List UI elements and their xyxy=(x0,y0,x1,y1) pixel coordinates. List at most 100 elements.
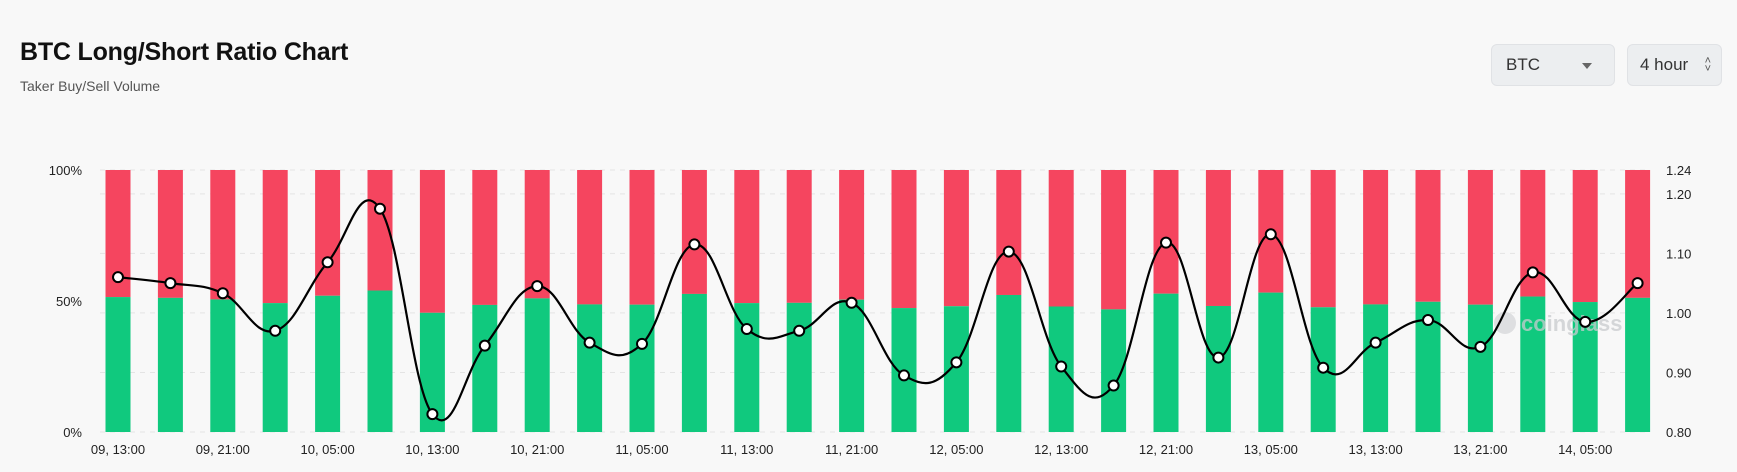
ratio-point xyxy=(112,271,124,284)
short-bar xyxy=(1310,170,1336,308)
page-title: BTC Long/Short Ratio Chart xyxy=(20,38,349,66)
short-bar xyxy=(1101,170,1127,310)
short-bar xyxy=(1467,170,1493,305)
long-bar xyxy=(786,302,812,432)
ratio-line xyxy=(117,199,1639,422)
ratio-point xyxy=(793,324,806,337)
ratio-point xyxy=(321,256,334,269)
x-axis-tick-label: 11, 05:00 xyxy=(615,442,668,457)
x-axis-tick-label: 13, 05:00 xyxy=(1244,442,1298,457)
ratio-point xyxy=(531,280,544,293)
right-y-axis: 0.80 0.90 1.00 1.10 1.20 1.24 xyxy=(1666,163,1691,440)
short-bar xyxy=(472,170,498,305)
short-bar xyxy=(210,170,236,300)
left-axis-tick-label: 50% xyxy=(56,294,82,309)
symbol-select[interactable]: BTC xyxy=(1491,44,1615,86)
ratio-point xyxy=(1422,314,1434,327)
ratio-point xyxy=(1579,315,1592,328)
short-bar xyxy=(157,170,183,298)
short-bar xyxy=(315,170,341,296)
chart-ratio-line xyxy=(117,199,1639,422)
x-axis-tick-label: 12, 05:00 xyxy=(929,442,983,457)
right-axis-tick-label: 1.10 xyxy=(1666,246,1691,261)
symbol-select-value: BTC xyxy=(1506,55,1540,74)
long-bar xyxy=(1467,304,1493,432)
chevron-down-icon xyxy=(1582,63,1592,69)
long-bar xyxy=(839,299,865,432)
ratio-point xyxy=(1160,236,1172,249)
x-axis-tick-label: 09, 21:00 xyxy=(196,442,250,457)
ratio-point xyxy=(269,324,282,337)
coinglass-watermark: coinglass xyxy=(1494,311,1622,336)
short-bar xyxy=(1363,170,1389,305)
ratio-point xyxy=(374,202,386,215)
long-bar xyxy=(1520,296,1546,432)
short-bar xyxy=(1153,170,1179,294)
long-bar xyxy=(577,304,603,432)
ratio-point xyxy=(216,287,229,300)
short-bar xyxy=(1625,170,1651,298)
ratio-point xyxy=(478,339,491,352)
short-bar xyxy=(1048,170,1074,307)
ratio-point xyxy=(845,296,858,309)
short-bar xyxy=(629,170,655,305)
x-axis-tick-label: 13, 21:00 xyxy=(1453,442,1507,457)
short-bar xyxy=(262,170,288,304)
right-axis-tick-label: 1.00 xyxy=(1666,306,1691,321)
long-bar xyxy=(210,299,236,432)
coinglass-logo-icon xyxy=(1494,312,1516,334)
chart-bars xyxy=(105,170,1651,432)
x-axis-tick-label: 10, 21:00 xyxy=(510,442,564,457)
interval-select[interactable]: 4 hour ˄ ˅ xyxy=(1627,44,1722,86)
ratio-point xyxy=(1107,379,1120,392)
long-bar xyxy=(996,294,1022,432)
x-axis-tick-label: 12, 21:00 xyxy=(1139,442,1193,457)
left-axis-tick-label: 0% xyxy=(63,425,82,440)
x-axis-tick-label: 11, 21:00 xyxy=(825,442,878,457)
short-bar xyxy=(734,170,760,304)
long-bar xyxy=(1363,304,1389,432)
long-bar xyxy=(157,297,183,432)
ratio-point xyxy=(740,322,753,335)
long-bar xyxy=(629,304,655,432)
ratio-point xyxy=(1526,266,1539,279)
long-bar xyxy=(1625,297,1651,432)
ratio-point xyxy=(898,369,910,382)
long-bar xyxy=(105,297,131,432)
long-bar xyxy=(681,293,707,432)
ratio-point xyxy=(950,356,963,369)
x-axis-tick-label: 13, 13:00 xyxy=(1348,442,1402,457)
ratio-point xyxy=(1631,277,1644,290)
long-bar xyxy=(472,304,498,432)
long-bar xyxy=(1205,305,1231,432)
long-bar xyxy=(1153,293,1179,432)
short-bar xyxy=(891,170,917,309)
x-axis-tick-label: 10, 05:00 xyxy=(300,442,354,457)
ratio-point xyxy=(688,238,701,251)
short-bar xyxy=(786,170,812,303)
left-y-axis: 0% 50% 100% xyxy=(49,163,83,440)
up-down-chevron-icon: ˄ ˅ xyxy=(1704,55,1711,75)
ratio-point xyxy=(1212,351,1225,364)
long-bar xyxy=(524,298,550,432)
long-bar xyxy=(1258,292,1284,432)
x-axis-tick-label: 12, 13:00 xyxy=(1034,442,1088,457)
chart-grid xyxy=(100,169,1650,433)
x-axis-tick-label: 11, 13:00 xyxy=(720,442,773,457)
short-bar xyxy=(577,170,603,305)
right-axis-tick-label: 0.80 xyxy=(1666,425,1691,440)
short-bar xyxy=(996,170,1022,295)
ratio-point xyxy=(164,277,177,290)
x-axis: 09, 13:00 09, 21:00 10, 05:00 10, 13:00 10, … xyxy=(91,442,1612,457)
page-subtitle: Taker Buy/Sell Volume xyxy=(20,78,161,94)
ratio-point xyxy=(1369,336,1382,349)
ratio-point xyxy=(1474,340,1487,353)
right-axis-tick-label: 1.20 xyxy=(1666,187,1691,202)
ratio-point xyxy=(1317,361,1330,374)
interval-select-value: 4 hour xyxy=(1640,55,1689,74)
ratio-point xyxy=(583,336,596,349)
long-bar xyxy=(262,303,288,432)
short-bar xyxy=(419,170,445,313)
right-axis-tick-label: 0.90 xyxy=(1666,365,1691,380)
